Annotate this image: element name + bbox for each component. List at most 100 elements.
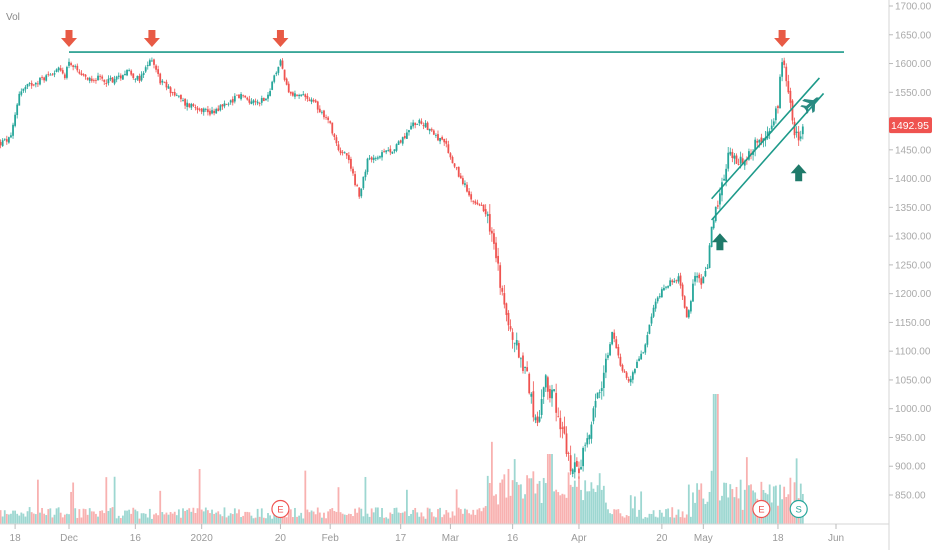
volume-bar <box>658 509 661 524</box>
volume-bar <box>265 518 267 524</box>
candle-body <box>53 73 56 75</box>
x-tick-label: Mar <box>442 533 460 544</box>
price-axis[interactable]: 1700.001650.001600.001550.001500.001450.… <box>889 2 932 502</box>
candle-body <box>596 392 599 399</box>
volume-bar <box>300 512 303 524</box>
volume-bar <box>743 489 746 524</box>
up-arrow-icon <box>790 164 807 182</box>
volume-bar <box>61 517 64 524</box>
candle-body <box>47 73 50 75</box>
volume-bar <box>337 487 340 524</box>
volume-bar <box>432 516 435 524</box>
volume-bar <box>248 512 251 524</box>
y-tick-label: 1000.00 <box>895 404 932 415</box>
candle-body <box>490 230 493 234</box>
candle-body <box>439 137 441 142</box>
volume-bar <box>51 517 54 524</box>
x-tick-label: 16 <box>507 533 519 544</box>
candle-body <box>395 144 398 151</box>
volume-bar <box>343 514 346 524</box>
candle-body <box>294 93 296 97</box>
candle-body <box>103 79 106 82</box>
candle-body <box>696 275 699 278</box>
volume-bar <box>327 511 330 524</box>
candle-body <box>511 332 514 340</box>
candle-body <box>760 137 763 143</box>
candle-body <box>169 87 172 94</box>
volume-bar <box>530 478 533 524</box>
candle-body <box>213 110 216 114</box>
candle-body <box>345 153 348 156</box>
volume-bar <box>238 509 240 524</box>
volume-bar <box>298 515 300 524</box>
volume-bar <box>379 517 381 524</box>
candle-body <box>793 121 796 136</box>
candle-body <box>611 332 614 345</box>
volume-bar <box>329 509 332 524</box>
candle-body <box>787 81 790 93</box>
volume-bar <box>354 508 356 524</box>
time-axis[interactable]: 18 Dec 16 2020 20 Feb 17 Mar 16 Apr 20 May 18 Jun <box>10 524 845 544</box>
candle-body <box>619 356 622 366</box>
volume-bar <box>542 477 545 524</box>
candle-body <box>648 324 651 334</box>
volume-bar <box>590 482 593 524</box>
candle-body <box>515 340 518 346</box>
volume-bar <box>405 489 408 524</box>
volume-bar <box>153 514 155 524</box>
volume-bar <box>341 513 344 524</box>
candle-body <box>719 193 721 205</box>
y-tick-label: 1050.00 <box>895 375 932 386</box>
candle-body <box>111 77 114 83</box>
candle-body <box>594 400 597 408</box>
candle-body <box>287 83 290 93</box>
volume-bar <box>430 512 433 524</box>
candle-body <box>517 343 520 358</box>
candle-body <box>449 153 452 158</box>
volume-bar <box>356 512 359 524</box>
candle-body <box>644 344 647 353</box>
volume-bar <box>644 517 647 524</box>
x-tick-label: Dec <box>60 533 78 544</box>
volume-bar <box>161 512 164 524</box>
y-tick-label: 1350.00 <box>895 203 932 214</box>
volume-bar <box>368 516 371 524</box>
volume-bar <box>596 485 599 524</box>
candle-body <box>51 74 54 76</box>
volume-bar <box>229 513 232 524</box>
candle-body <box>416 124 419 125</box>
volume-bar <box>347 513 350 524</box>
volume-bar <box>308 512 311 524</box>
candle-body <box>66 67 68 78</box>
candle-body <box>501 288 504 292</box>
candle-body <box>437 134 439 141</box>
volume-bar <box>513 459 516 524</box>
volume-bar <box>74 508 77 524</box>
volume-bar <box>687 484 690 524</box>
candle-body <box>3 138 6 140</box>
volume-bar <box>374 507 377 524</box>
candle-body <box>262 97 265 102</box>
event-marker-label: E <box>758 505 764 516</box>
candlesticks <box>0 57 804 479</box>
candle-body <box>727 152 730 169</box>
volume-bar <box>55 508 58 524</box>
candle-body <box>640 353 643 360</box>
volume-bar <box>163 514 166 524</box>
event-marker-label: E <box>277 505 283 516</box>
volume-bar <box>180 517 182 524</box>
volume-bar <box>410 513 412 524</box>
volume-bar <box>217 511 220 524</box>
candle-body <box>306 95 309 99</box>
candle-body <box>451 157 454 164</box>
volume-bar <box>476 509 479 524</box>
candle-body <box>356 185 359 187</box>
volume-bar <box>306 509 309 524</box>
volume-bar <box>629 495 632 524</box>
volume-bar <box>466 509 468 524</box>
candle-body <box>797 131 800 141</box>
candle-body <box>128 70 131 72</box>
candle-body <box>90 78 93 81</box>
